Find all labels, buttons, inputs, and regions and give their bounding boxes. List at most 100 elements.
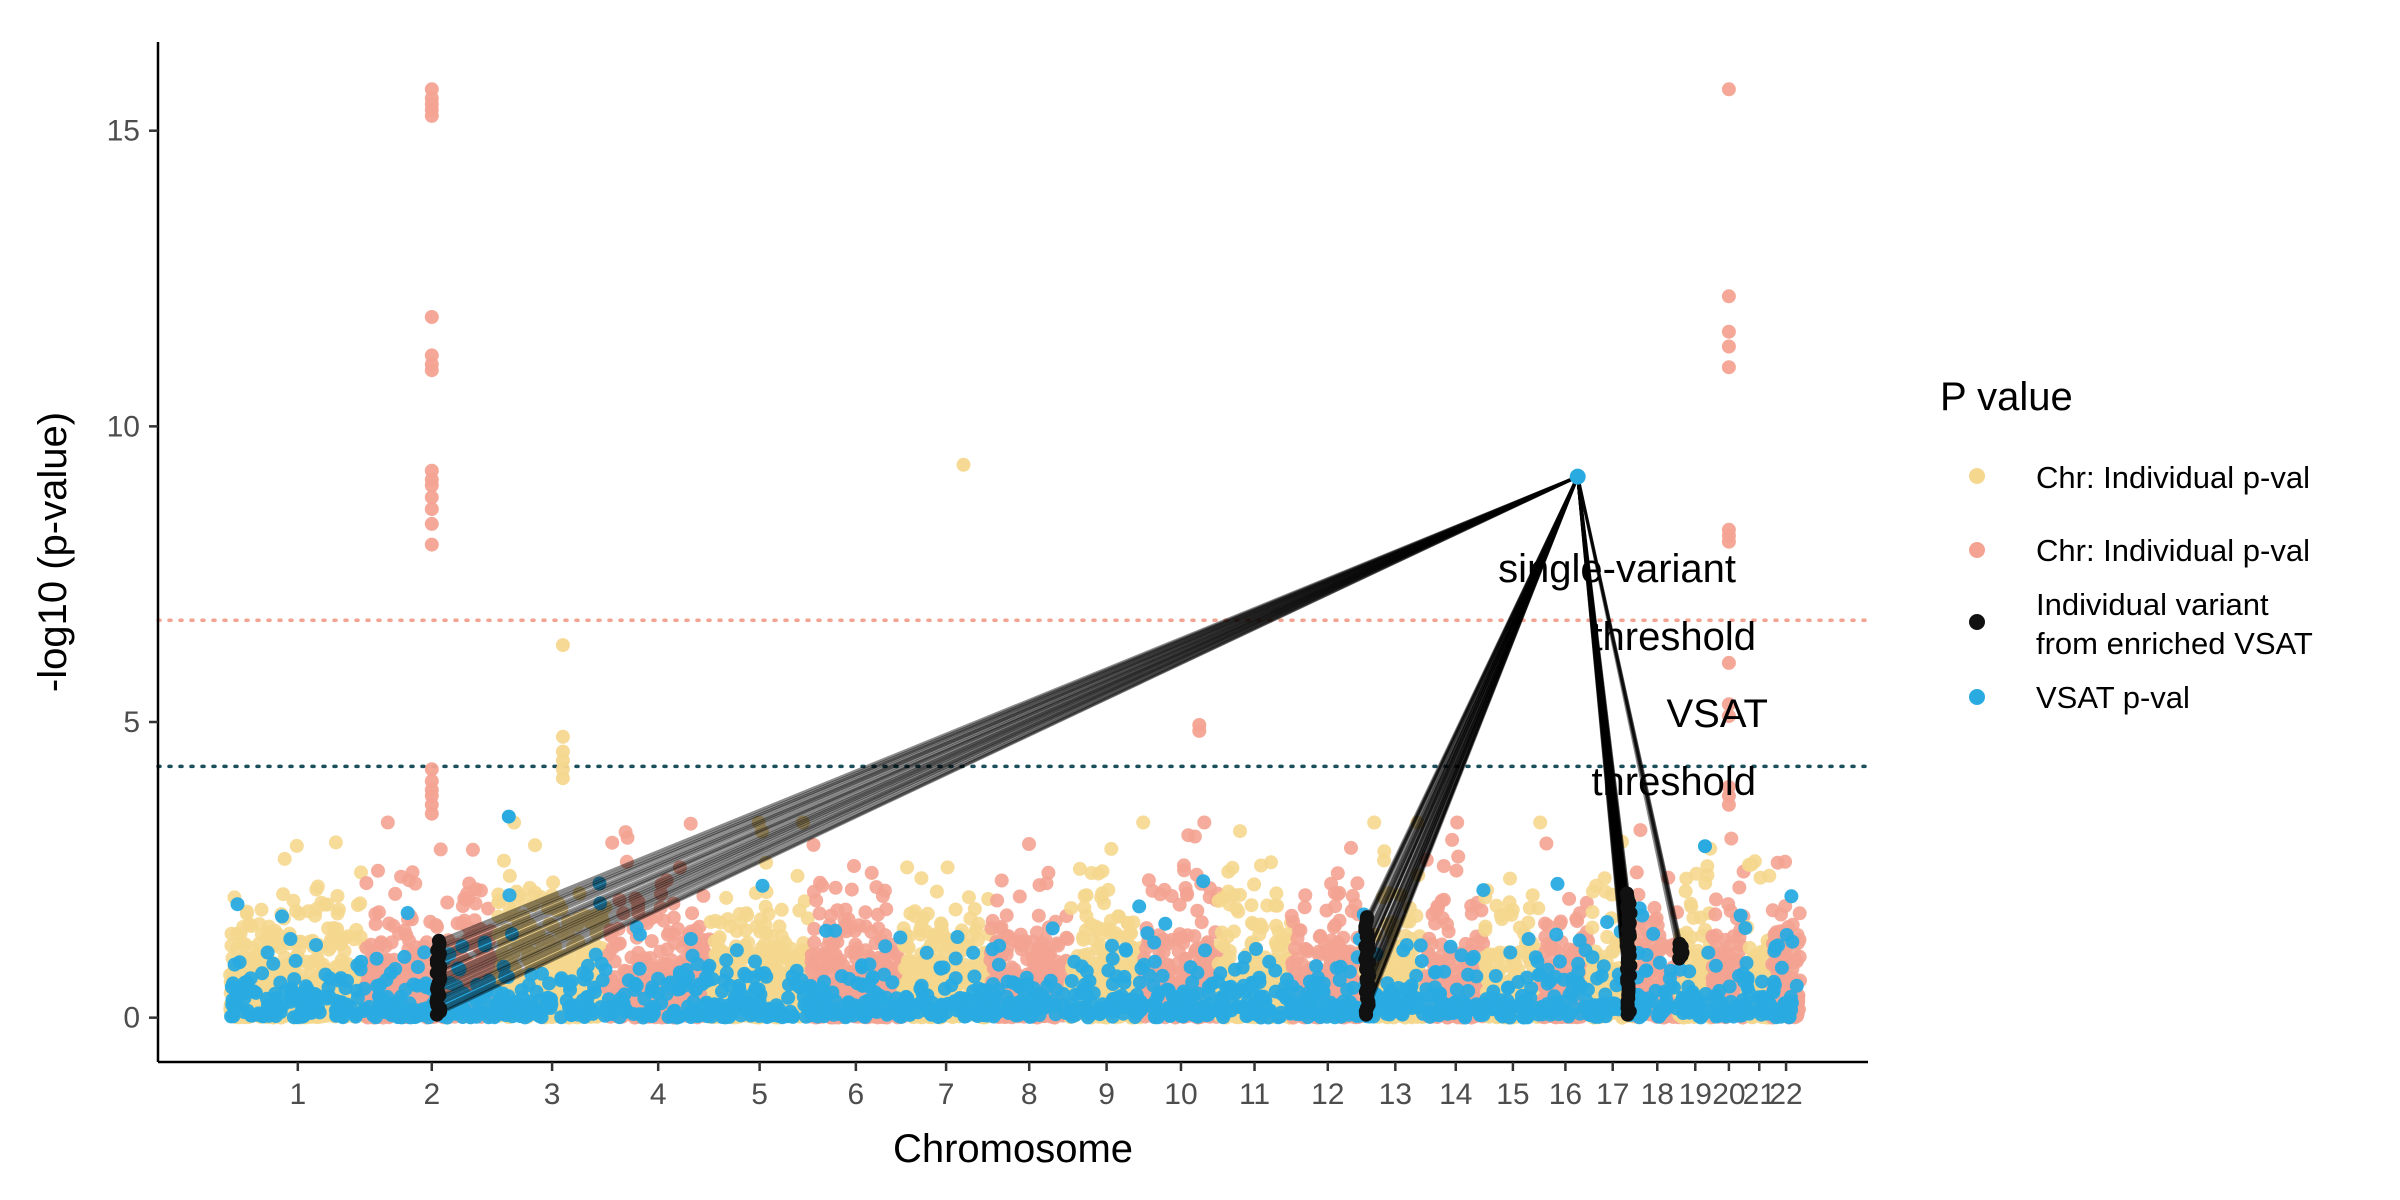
variant-point [1410,815,1425,830]
variant-point [1038,932,1053,947]
variant-point [994,873,1009,888]
variant-point [1079,909,1094,923]
variant-point [359,876,374,891]
variant-point [753,912,768,927]
variant-point [1072,861,1087,876]
variant-point [649,909,664,924]
variant-point [502,907,517,922]
variant-point [1187,829,1202,844]
variant-point [462,876,477,891]
variant-point [1318,937,1333,952]
variant-point [394,869,409,884]
variant-point [619,854,634,869]
variant-point [1411,868,1426,883]
variant-point [1345,888,1360,903]
variant-point [631,894,646,909]
variant-point [276,887,291,902]
variant-point [354,865,368,880]
variant-point [925,976,939,991]
variant-point [582,915,597,929]
variant-point [402,933,416,948]
variant-point [683,816,698,831]
variant-point [935,938,950,953]
variant-point [531,925,546,940]
variant-point [1047,961,1062,976]
variant-point [620,830,635,845]
variant-point [1177,863,1192,878]
variant-point [1141,873,1156,888]
variant-point [961,890,976,905]
variant-point [254,902,269,917]
variant-point [289,838,304,853]
variant-point [233,926,248,941]
variant-point [1233,824,1247,839]
variant-point [1288,941,1302,956]
variant-point [293,934,308,949]
variant-point [984,921,999,936]
variant-point [572,886,587,901]
variant-point [262,919,276,934]
variant-point [711,932,726,947]
variant-point [1022,837,1036,851]
variant-point [815,878,830,893]
variant-point [321,942,336,957]
variant-point [528,885,543,900]
variant-point [526,898,541,913]
variant-point [847,859,861,873]
variant-point [606,981,621,996]
variant-point [262,930,276,945]
variant-point [723,919,738,934]
variant-point [963,911,978,926]
variant-point [1078,923,1093,938]
variant-point [320,897,335,912]
variant-point [902,971,917,986]
variant-point [528,838,542,853]
variant-point [277,851,292,866]
variant-point [1079,888,1094,903]
variant-point [772,919,787,934]
variant-point [751,815,766,830]
variant-point [869,880,884,895]
variant-point [1344,840,1358,855]
variant-point [1254,858,1268,873]
variant-point [1104,841,1119,856]
variant-point [929,884,944,899]
variant-point [1393,888,1408,903]
variant-point [1350,876,1365,891]
variant-point [1004,960,1019,975]
variant-point [482,958,496,973]
variant-point [371,863,385,878]
variant-point [1409,908,1424,923]
variant-point [703,915,718,929]
variant-point [1225,860,1240,875]
variant-point [837,912,852,927]
variant-point [913,927,928,942]
variant-point [1377,844,1392,859]
variant-point [759,855,774,870]
variant-point [350,898,365,912]
variant-point [774,902,789,917]
variant-point [1176,936,1191,951]
variant-point [790,868,805,883]
variant-point [1328,899,1343,914]
variant-point [878,928,893,943]
variant-point [654,877,669,892]
variant-point [999,908,1014,923]
variant-point [1327,920,1341,935]
variant-point [1244,898,1259,913]
variant-point [1327,885,1342,900]
variant-point [864,924,879,939]
variant-point [380,815,395,830]
variant-point [306,953,321,968]
variant-point [301,904,316,919]
variant-point [465,842,480,857]
variant-point [914,871,929,886]
variant-point [769,953,784,968]
variant-point [467,913,482,928]
variant-point [1298,888,1313,903]
variant-point [1194,915,1209,930]
variant-point [388,886,403,901]
variant-point [697,945,712,960]
variant-point [576,947,590,962]
variant-point [496,853,511,868]
